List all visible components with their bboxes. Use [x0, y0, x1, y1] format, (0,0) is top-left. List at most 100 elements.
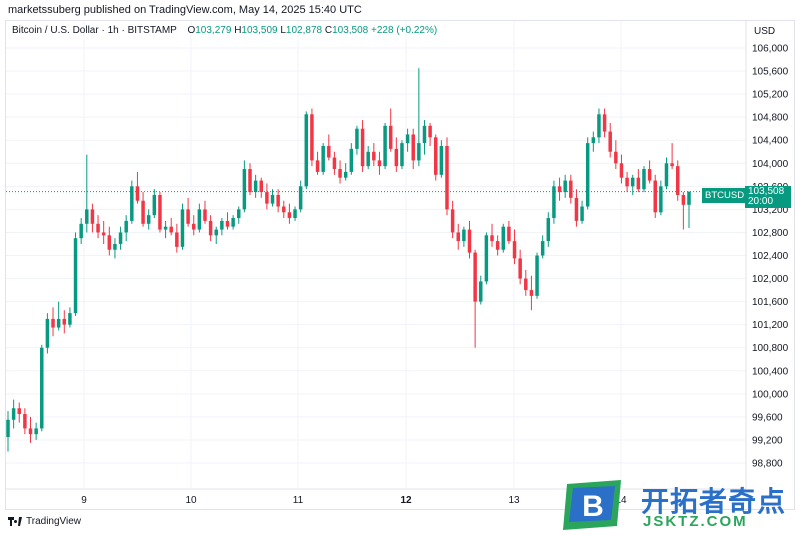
candle-body: [518, 258, 522, 279]
candle-body: [332, 157, 337, 170]
candle-body: [90, 209, 95, 224]
x-tick-label: 14: [615, 495, 627, 506]
candle-body: [422, 125, 427, 144]
candle-body: [557, 186, 562, 193]
candle-body: [242, 169, 247, 210]
candle-body: [237, 209, 241, 219]
candle-body: [659, 186, 663, 213]
candle-body: [495, 241, 500, 250]
candle-body: [675, 166, 680, 195]
candle-body: [141, 200, 145, 224]
watermark-logo-icon: B: [563, 480, 621, 530]
publish-caption: marketssuberg published on TradingView.c…: [8, 4, 362, 16]
y-tick-label: 106,000: [752, 44, 789, 55]
candle-body: [327, 145, 331, 158]
y-tick-label: 100,400: [752, 366, 789, 377]
legend-open-value: 103,279: [195, 25, 232, 36]
candle-body: [664, 163, 669, 187]
axis-unit-label: USD: [754, 26, 776, 37]
last-price-value: 103,508: [748, 186, 785, 197]
candle-body: [248, 169, 252, 193]
candle-body: [11, 408, 16, 420]
candle-body: [101, 232, 106, 236]
candle-body: [208, 220, 213, 236]
candle-body: [512, 241, 517, 259]
chart-legend: Bitcoin / U.S. Dollar · 1h · BITSTAMP O1…: [12, 25, 437, 36]
candle-body: [186, 209, 190, 224]
candle-body: [28, 428, 33, 435]
candle-body: [462, 229, 466, 242]
candle-body: [17, 408, 22, 415]
candle-body: [670, 163, 674, 167]
candle-body: [366, 151, 370, 167]
candle-body: [546, 218, 551, 242]
candle-body: [270, 194, 275, 204]
candle-body: [203, 209, 207, 221]
legend-open-label: O: [187, 25, 196, 36]
watermark-title: 开拓者奇点: [641, 485, 787, 518]
candle-body: [34, 428, 38, 435]
last-price-badge: 103,508 20:00: [745, 186, 791, 208]
candle-body: [355, 128, 359, 149]
candle-body: [479, 281, 483, 302]
legend-close-label: C: [324, 25, 333, 36]
candle-body: [130, 186, 134, 221]
candle-body: [259, 180, 264, 193]
symbol-badge: BTCUSD: [702, 188, 748, 203]
tradingview-branding[interactable]: TradingView: [8, 516, 81, 527]
candle-body: [45, 318, 50, 348]
candle-body: [79, 223, 83, 239]
candle-body: [597, 114, 601, 138]
candle-body: [113, 243, 117, 250]
candle-body: [73, 238, 78, 314]
candle-body: [315, 160, 320, 172]
y-tick-label: 105,600: [752, 67, 789, 78]
candle-body: [146, 215, 151, 224]
candle-body: [411, 134, 415, 161]
candle-body: [23, 414, 27, 429]
candle-body: [591, 137, 596, 144]
candle-body: [40, 347, 44, 429]
candle-body: [490, 235, 494, 242]
x-tick-label: 13: [508, 495, 520, 506]
y-tick-label: 99,200: [752, 435, 783, 446]
candle-body: [433, 137, 438, 175]
candle-body: [524, 278, 528, 291]
candle-body: [158, 194, 162, 230]
candle-body: [298, 186, 303, 210]
candle-body: [653, 180, 657, 213]
candle-body: [563, 180, 567, 193]
candle-body: [214, 229, 218, 236]
watermark: B 开拓者奇点 JSKTZ.COM: [557, 478, 795, 534]
candle-body: [377, 160, 382, 167]
candle-body: [220, 220, 224, 230]
candle-body: [681, 194, 686, 205]
bar-countdown: 20:00: [748, 196, 774, 207]
candle-body: [484, 235, 489, 282]
candle-body: [602, 114, 607, 132]
candle-body: [456, 232, 460, 242]
candle-body: [175, 232, 179, 247]
y-tick-label: 104,400: [752, 136, 789, 147]
candle-body: [552, 186, 556, 219]
candle-body: [507, 226, 511, 242]
candle-body: [417, 143, 421, 161]
candle-body: [293, 209, 297, 219]
candle-body: [687, 191, 691, 205]
candle-body: [540, 241, 545, 256]
candle-body: [473, 252, 477, 302]
x-tick-label: 9: [81, 495, 87, 506]
y-tick-label: 104,000: [752, 159, 789, 170]
candle-body: [118, 232, 123, 244]
candle-body: [231, 218, 235, 227]
candle-body: [124, 220, 128, 233]
y-tick-label: 101,600: [752, 297, 789, 308]
candle-body: [349, 148, 354, 172]
legend-low-label: L: [280, 25, 286, 36]
candle-body: [6, 419, 10, 438]
legend-high-label: H: [234, 25, 242, 36]
chart-frame: [5, 20, 795, 510]
candle-body: [400, 143, 404, 167]
candle-body: [197, 209, 202, 230]
